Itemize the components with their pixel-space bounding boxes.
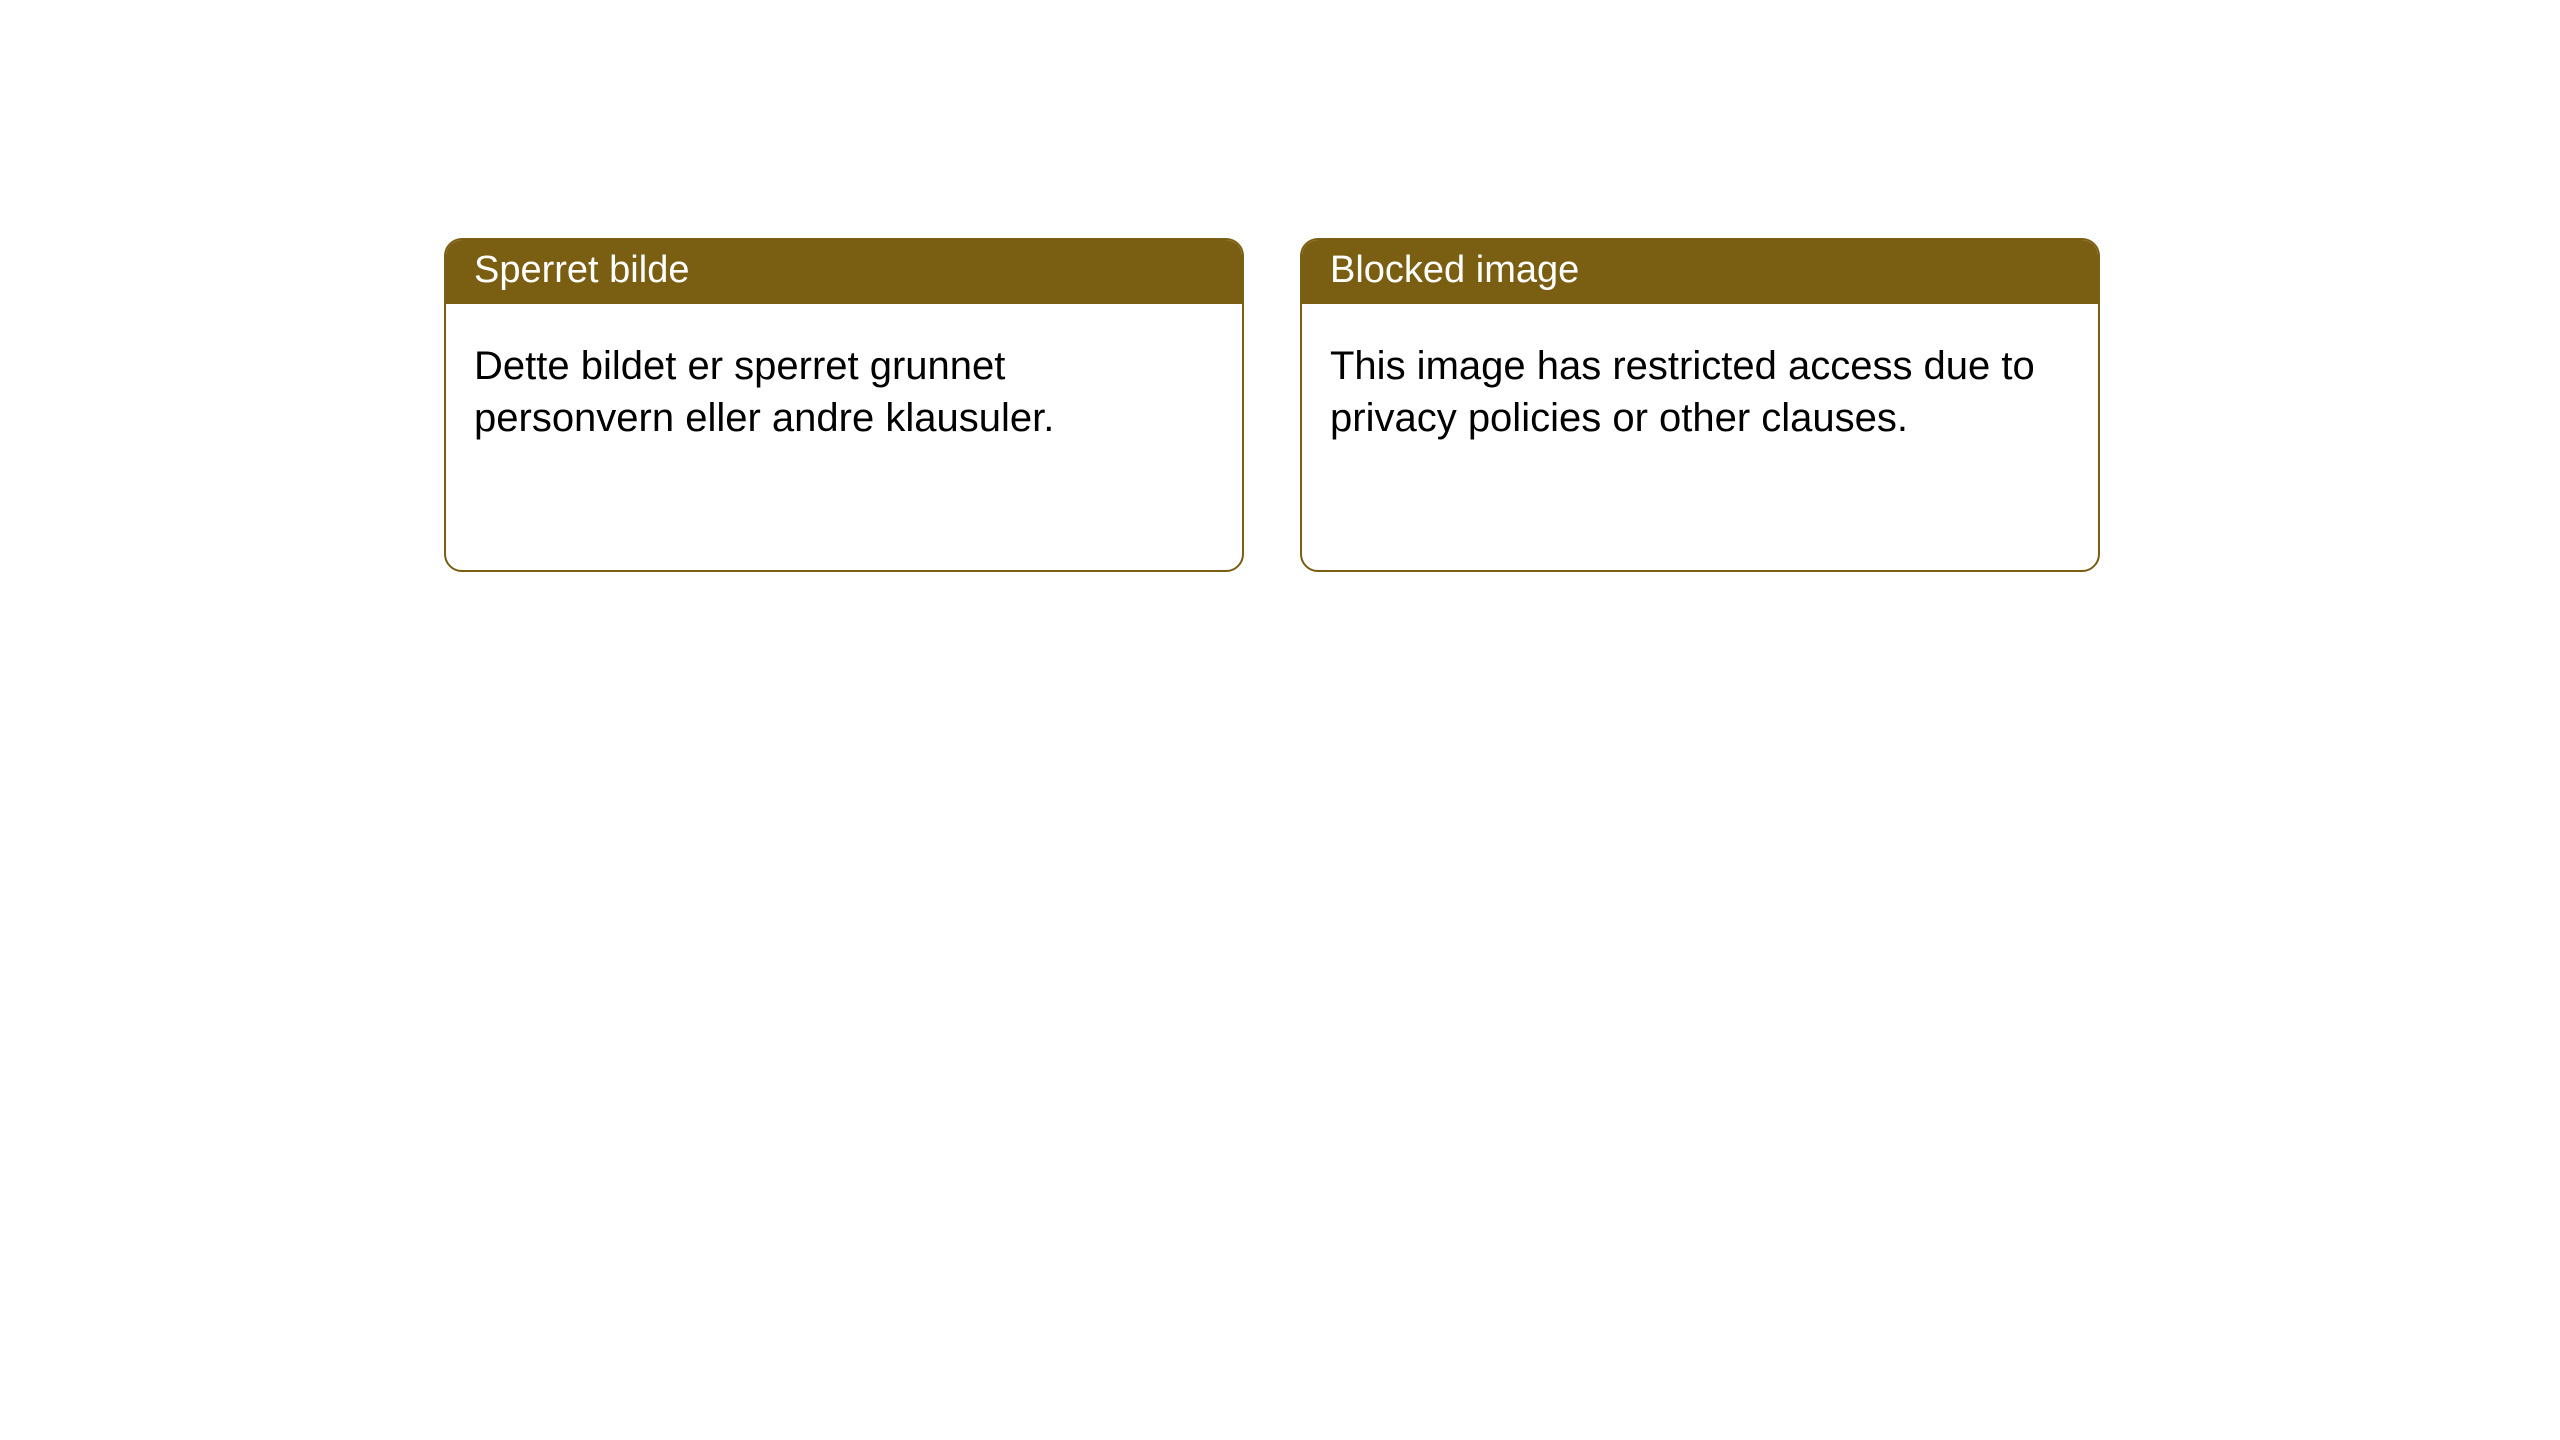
notice-header-norwegian: Sperret bilde [446, 240, 1242, 304]
notices-container: Sperret bilde Dette bildet er sperret gr… [444, 238, 2100, 572]
notice-card-norwegian: Sperret bilde Dette bildet er sperret gr… [444, 238, 1244, 572]
notice-header-english: Blocked image [1302, 240, 2098, 304]
notice-body-norwegian: Dette bildet er sperret grunnet personve… [446, 304, 1242, 480]
notice-body-english: This image has restricted access due to … [1302, 304, 2098, 480]
notice-card-english: Blocked image This image has restricted … [1300, 238, 2100, 572]
